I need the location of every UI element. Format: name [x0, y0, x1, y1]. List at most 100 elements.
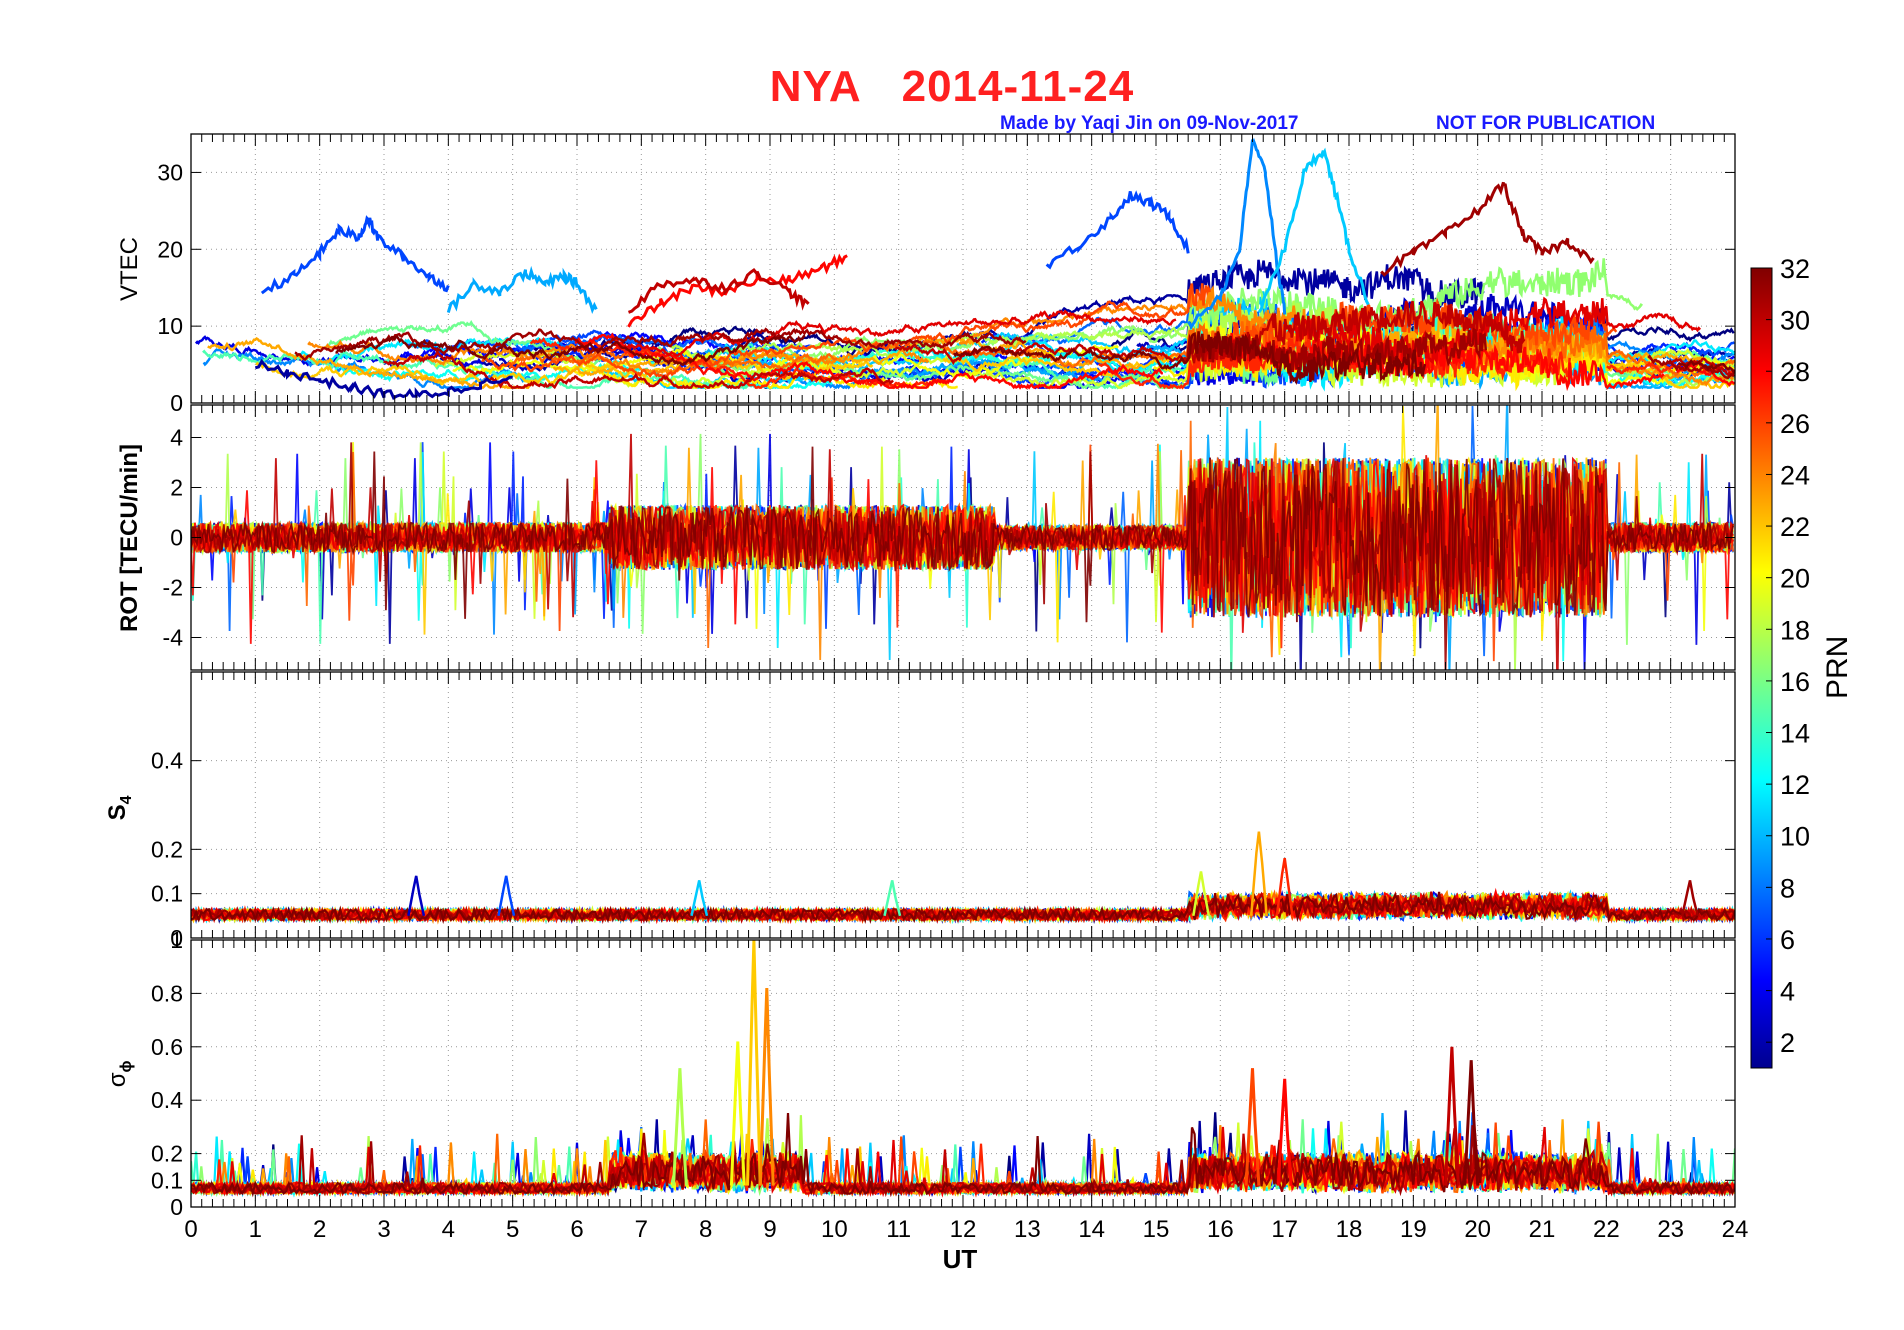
- vtec-arc-prn-7: [1045, 190, 1190, 270]
- x-tick-label: 1: [249, 1216, 262, 1243]
- x-tick-label: 16: [1207, 1216, 1234, 1243]
- sigma-series-group: [191, 940, 1735, 1198]
- x-tick-label: 18: [1336, 1216, 1363, 1243]
- colorbar-tick-label: 16: [1780, 667, 1810, 697]
- vtec-trace-prn-29: [612, 309, 1177, 357]
- y-tick-label: 0.1: [151, 1167, 183, 1193]
- vtec-arc-prn-7: [260, 215, 450, 295]
- x-tick-label: 8: [699, 1216, 712, 1243]
- sigma-peak: [1463, 1060, 1480, 1186]
- x-tick-label: 6: [570, 1216, 583, 1243]
- rot-series-group: [191, 405, 1734, 670]
- y-tick-label: 0: [170, 925, 183, 951]
- s4-peak: [1680, 880, 1699, 917]
- vtec-trace-prn-31: [294, 327, 1027, 361]
- x-tick-label: 9: [763, 1216, 776, 1243]
- colorbar-tick-label: 10: [1780, 822, 1810, 852]
- y-tick-label: 0: [170, 390, 183, 416]
- y-tick-label: 0.4: [151, 748, 183, 774]
- x-tick-label: 22: [1593, 1216, 1620, 1243]
- axes-frames: [190, 133, 1736, 1208]
- vtec-trace-prn-32: [1677, 358, 1735, 375]
- s4-peak: [1192, 871, 1211, 917]
- colorbar: [1750, 267, 1773, 1069]
- sigma-peak: [1276, 1078, 1293, 1186]
- colorbar-tick-label: 8: [1780, 873, 1795, 903]
- colorbar-tick-label: 24: [1780, 460, 1810, 490]
- vtec-trace-prn-30: [1667, 357, 1735, 377]
- vtec-trace-prn-24: [307, 339, 930, 375]
- y-tick-label: 30: [157, 159, 183, 185]
- sigma-peak: [672, 1068, 688, 1186]
- vtec-trace-prn-17: [1148, 258, 1644, 344]
- credit-text: Made by Yaqi Jin on 09-Nov-2017: [1000, 113, 1299, 134]
- colorbar-tick-label: 14: [1780, 719, 1810, 749]
- x-tick-label: 2: [313, 1216, 326, 1243]
- x-tick-label: 17: [1271, 1216, 1298, 1243]
- tick-labels: 0102030-4-202400.10.20.400.10.20.40.60.8…: [151, 159, 1748, 1243]
- rot-ylabel: ROT [TECU/min]: [116, 444, 143, 632]
- x-axis-label: UT: [942, 1244, 978, 1274]
- s4-peak: [1249, 831, 1268, 916]
- colorbar-tick-label: 2: [1780, 1028, 1795, 1058]
- vtec-trace-prn-2: [837, 259, 1485, 353]
- s4-series-group: [191, 831, 1735, 925]
- x-tick-label: 4: [442, 1216, 455, 1243]
- colorbar-tick-label: 28: [1780, 357, 1810, 387]
- vtec-trace-prn-32: [335, 334, 806, 367]
- x-tick-label: 3: [377, 1216, 390, 1243]
- station-label: NYA: [769, 62, 862, 111]
- s4-peak: [690, 880, 709, 917]
- s4-peak: [1275, 857, 1294, 916]
- vtec-trace-prn-32: [952, 331, 1427, 386]
- colorbar-tick-label: 32: [1780, 254, 1810, 284]
- y-tick-label: 4: [170, 425, 183, 451]
- x-tick-label: 11: [886, 1216, 911, 1243]
- y-tick-label: 0.2: [151, 1141, 183, 1167]
- y-tick-label: 1: [170, 927, 183, 953]
- vtec-series-group: [194, 137, 1735, 400]
- s4-peak: [883, 880, 902, 917]
- x-tick-label: 0: [184, 1216, 197, 1243]
- sigma-peak: [746, 940, 762, 1186]
- colorbar-tick-label: 6: [1780, 925, 1795, 955]
- y-tick-label: 0.8: [151, 980, 183, 1006]
- y-tick-label: 10: [157, 313, 183, 339]
- vtec-arc-prn-31: [1380, 181, 1595, 277]
- y-tick-label: 20: [157, 236, 183, 262]
- y-tick-label: 0.2: [151, 836, 183, 862]
- x-tick-label: 23: [1657, 1216, 1684, 1243]
- colorbar-tick-label: 12: [1780, 770, 1810, 800]
- sigma-peak: [1444, 1046, 1460, 1186]
- vtec-ylabel: VTEC: [116, 237, 143, 302]
- x-tick-label: 24: [1722, 1216, 1749, 1243]
- sigma-peak: [1244, 1068, 1261, 1186]
- s4-trace-prn-32: [191, 890, 1735, 925]
- x-tick-label: 15: [1143, 1216, 1170, 1243]
- x-tick-label: 20: [1464, 1216, 1491, 1243]
- y-tick-label: 0: [170, 1194, 183, 1220]
- colorbar-tick-label: 30: [1780, 306, 1810, 336]
- date-label: 2014-11-24: [901, 62, 1135, 111]
- y-tick-label: 0: [170, 525, 183, 551]
- y-tick-label: -2: [163, 575, 183, 601]
- data-series: [191, 137, 1735, 1198]
- x-tick-label: 21: [1529, 1216, 1556, 1243]
- vtec-arc-prn-10: [446, 265, 598, 315]
- colorbar-tick-label: 4: [1780, 977, 1795, 1007]
- chart-title: NYA 2014-11-24: [0, 62, 1904, 112]
- y-tick-label: 0.1: [151, 881, 183, 907]
- vtec-trace-prn-28: [574, 332, 1164, 390]
- x-tick-label: 19: [1400, 1216, 1427, 1243]
- rot-trace-prn-32: [191, 446, 1734, 623]
- x-tick-label: 10: [821, 1216, 848, 1243]
- s4-peak: [497, 875, 516, 917]
- x-tick-label: 12: [950, 1216, 977, 1243]
- publication-notice: NOT FOR PUBLICATION: [1436, 113, 1656, 134]
- colorbar-tick-label: 20: [1780, 564, 1810, 594]
- colorbar-tick-label: 18: [1780, 615, 1810, 645]
- vtec-arc-prn-28: [627, 253, 848, 328]
- vtec-arc-prn-11: [1257, 147, 1370, 314]
- y-tick-label: 2: [170, 475, 183, 501]
